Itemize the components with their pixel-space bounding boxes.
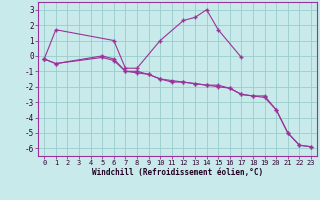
- X-axis label: Windchill (Refroidissement éolien,°C): Windchill (Refroidissement éolien,°C): [92, 168, 263, 177]
